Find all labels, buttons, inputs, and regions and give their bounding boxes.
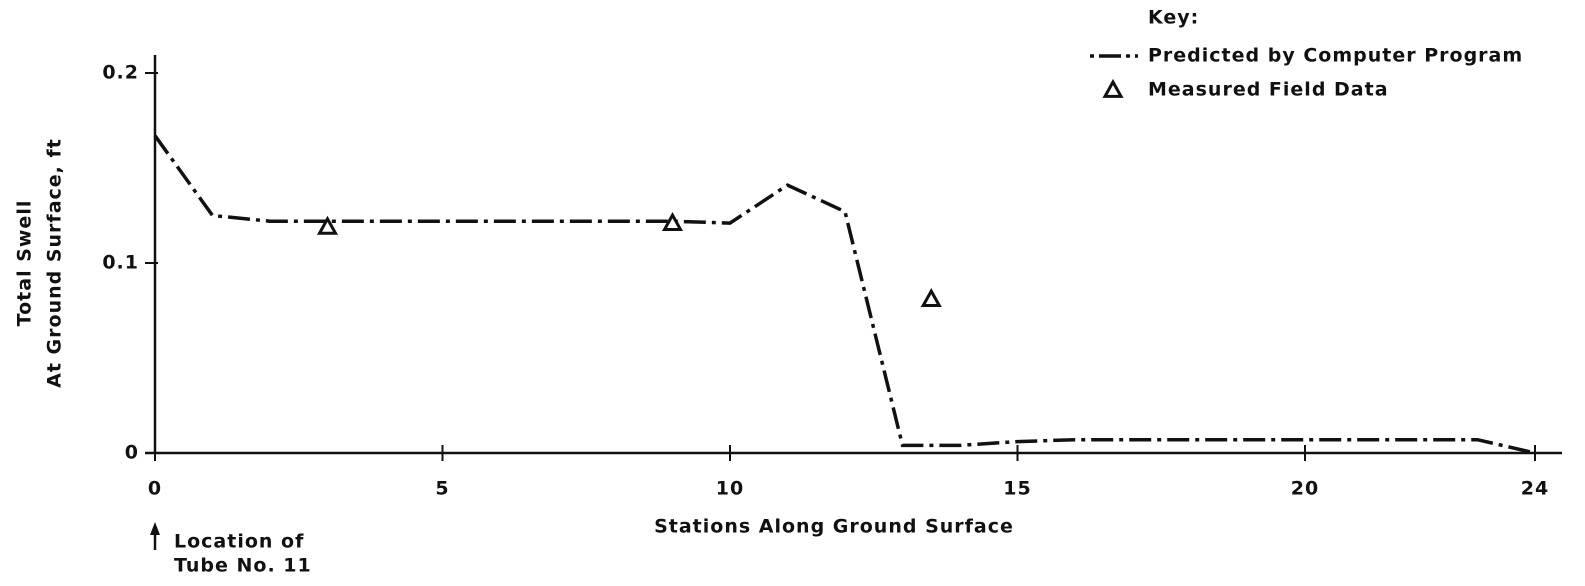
legend-marker: [1102, 78, 1124, 98]
data-line: [153, 134, 1536, 455]
legend-title: Key:: [1148, 7, 1199, 29]
annotation-arrow-head: [150, 522, 160, 535]
y-axis-label: At Ground Surface, ft: [44, 138, 66, 388]
y-tick-label: 0.2: [102, 62, 139, 84]
x-tick-label: 20: [1291, 478, 1319, 500]
legend-label: Predicted by Computer Program: [1148, 45, 1523, 67]
x-tick-label: 0: [148, 478, 162, 500]
y-tick-label: 0: [125, 442, 139, 464]
legend-label: Measured Field Data: [1148, 79, 1389, 101]
x-tick-label: 15: [1003, 478, 1031, 500]
data-point: [661, 212, 684, 231]
data-point: [316, 215, 339, 235]
x-tick-label: 24: [1521, 478, 1549, 500]
x-axis-label: Stations Along Ground Surface: [654, 516, 1014, 538]
annotation: Location of: [174, 531, 304, 553]
x-tick-label: 10: [716, 478, 744, 500]
data-point: [920, 288, 942, 307]
y-tick-label: 0.1: [102, 252, 139, 274]
x-tick-label: 5: [435, 478, 449, 500]
annotation: Tube No. 11: [174, 555, 312, 577]
y-axis-label: Total Swell: [14, 200, 36, 327]
